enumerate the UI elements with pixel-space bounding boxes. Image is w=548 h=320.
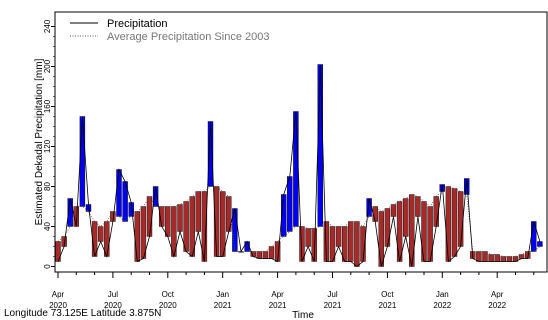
difference-bar: [537, 241, 543, 247]
location-footer: Longitude 73.125E Latitude 3.875N: [4, 308, 161, 319]
plot-frame: [54, 11, 548, 273]
difference-bars: [55, 64, 543, 267]
legend: Precipitation Average Precipitation Sinc…: [70, 18, 269, 43]
difference-bar: [219, 191, 226, 257]
difference-bar: [287, 176, 293, 232]
difference-bar: [409, 194, 415, 267]
x-tick-label-year: 2022: [433, 301, 451, 310]
y-tick-label: 200: [43, 59, 52, 73]
difference-bar: [177, 204, 183, 232]
x-tick-label-month: Apr: [491, 290, 504, 299]
legend-label-average: Average Precipitation Since 2003: [107, 31, 269, 43]
y-tick-label: 240: [43, 19, 52, 33]
y-tick-label: 0: [43, 264, 52, 269]
difference-bar: [195, 191, 202, 232]
y-axis: 0 40 80 120 160 200 240: [43, 19, 55, 269]
series-lines: [57, 64, 541, 268]
difference-bar: [134, 211, 141, 262]
x-tick-label-month: Oct: [162, 290, 175, 299]
x-tick-label-year: 2021: [324, 301, 342, 310]
x-tick-label-month: Jul: [327, 290, 337, 299]
difference-bar: [146, 196, 153, 237]
legend-label-precipitation: Precipitation: [107, 18, 168, 30]
x-tick-label-month: Jan: [216, 290, 229, 299]
difference-bar: [494, 254, 500, 262]
difference-bar: [384, 208, 391, 247]
difference-bar: [476, 251, 482, 262]
difference-bar: [256, 251, 262, 259]
x-axis-label: Time: [292, 310, 314, 320]
x-tick-label-year: 2020: [104, 301, 122, 310]
difference-bar: [97, 226, 104, 242]
x-tick-label-year: 2021: [214, 301, 232, 310]
y-tick-label: 120: [43, 139, 52, 153]
difference-bar: [317, 64, 323, 227]
difference-bar: [378, 211, 384, 267]
x-tick-label-month: Apr: [52, 290, 65, 299]
x-axis: Apr 2020 Jul 2020 Oct 2020 Jan 2021 Apr 2021 Jul 20…: [49, 272, 535, 310]
x-tick-label-month: Jan: [436, 290, 449, 299]
y-axis-label: Estimated Dekadal Precipitation [mm]: [34, 58, 45, 225]
difference-bar: [506, 256, 513, 262]
difference-bar: [390, 204, 397, 217]
difference-bar: [189, 196, 195, 257]
x-tick-label-year: 2022: [488, 301, 506, 310]
difference-bar: [518, 254, 525, 259]
x-tick-label-month: Oct: [381, 290, 394, 299]
y-tick-label: 40: [43, 222, 52, 231]
x-tick-label-year: 2020: [49, 301, 67, 310]
difference-bar: [183, 201, 189, 252]
difference-bar: [451, 188, 458, 257]
y-tick-label: 80: [43, 182, 52, 191]
difference-bar: [488, 254, 494, 262]
difference-bar: [335, 226, 342, 247]
difference-bar: [482, 251, 488, 262]
difference-bar: [457, 191, 464, 247]
difference-bar: [55, 241, 61, 262]
series-line-precipitation: [57, 64, 541, 268]
difference-bar: [305, 228, 311, 247]
difference-bar: [165, 206, 171, 237]
difference-bar: [348, 221, 354, 262]
y-tick-label: 160: [43, 99, 52, 113]
difference-bar: [403, 198, 409, 237]
difference-bar: [396, 201, 403, 262]
x-tick-label-year: 2020: [159, 301, 177, 310]
x-tick-label-month: Jul: [108, 290, 118, 299]
difference-bar: [445, 186, 452, 262]
x-tick-label-month: Apr: [271, 290, 284, 299]
difference-bar: [79, 116, 86, 207]
difference-bar: [354, 221, 360, 267]
difference-bar: [500, 256, 506, 262]
difference-bar: [433, 196, 439, 227]
x-tick-label-year: 2021: [379, 301, 397, 310]
x-tick-label-year: 2021: [269, 301, 287, 310]
series-line-average: [57, 186, 541, 257]
difference-bar: [262, 251, 269, 259]
difference-bar: [116, 169, 122, 217]
difference-bar: [421, 201, 427, 262]
difference-bar: [415, 196, 421, 217]
